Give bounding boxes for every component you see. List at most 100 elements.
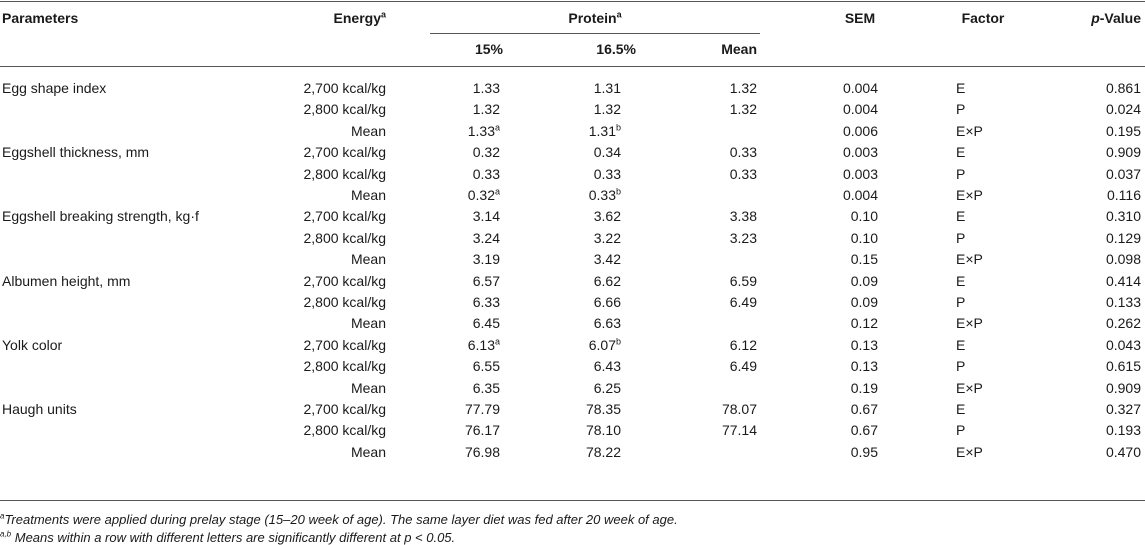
- row-factor: P: [956, 422, 966, 439]
- row-factor: E: [956, 401, 966, 417]
- header-mean: Mean: [721, 41, 757, 57]
- row-pvalue: 0.861: [1105, 80, 1141, 96]
- row-pvalue: 0.193: [1105, 422, 1141, 439]
- row-factor: P: [956, 101, 966, 118]
- protein-subrule: [430, 33, 760, 34]
- row-protein-15: 1.33: [472, 80, 500, 96]
- row-protein-mean: 0.33: [729, 144, 757, 161]
- top-rule: [0, 1, 1145, 2]
- row-energy: Mean: [350, 379, 386, 396]
- row-pvalue: 0.133: [1105, 294, 1141, 310]
- footnote-a: aTreatments were applied during prelay s…: [0, 511, 678, 527]
- row-protein-15: 0.32: [472, 144, 500, 161]
- row-protein-15: 1.32: [472, 101, 500, 118]
- row-factor: E×P: [956, 122, 983, 139]
- row-protein-15: 1.33a: [467, 122, 500, 139]
- row-protein-15: 6.55: [472, 358, 500, 375]
- row-protein-16-5: 0.34: [593, 144, 621, 161]
- header-15: 15%: [474, 41, 503, 57]
- row-energy: 2,700 kcal/kg: [303, 208, 387, 225]
- row-sem: 0.003: [842, 144, 878, 161]
- row-protein-mean: 77.14: [721, 422, 757, 439]
- row-pvalue: 0.129: [1105, 229, 1141, 246]
- row-pvalue: 0.116: [1107, 187, 1141, 203]
- row-protein-mean: 1.32: [729, 101, 757, 118]
- row-energy: 2,700 kcal/kg: [303, 336, 387, 353]
- row-protein-16-5: 3.22: [593, 229, 621, 246]
- row-energy: 2,800 kcal/kg: [303, 422, 387, 439]
- row-protein-16-5: 0.33: [593, 165, 621, 182]
- row-parameter: Haugh units: [2, 401, 77, 417]
- row-protein-15: 3.14: [472, 208, 500, 225]
- row-energy: 2,700 kcal/kg: [303, 144, 387, 161]
- row-sem: 0.67: [850, 401, 878, 417]
- row-protein-16-5: 0.33b: [588, 186, 621, 203]
- row-protein-15: 6.57: [472, 272, 500, 289]
- row-pvalue: 0.043: [1105, 336, 1141, 353]
- row-sem: 0.004: [842, 101, 878, 118]
- row-protein-16-5: 6.66: [593, 294, 621, 310]
- row-protein-16-5: 3.42: [593, 251, 621, 268]
- row-protein-15: 76.17: [464, 422, 500, 439]
- row-sem: 0.003: [842, 165, 878, 182]
- row-energy: 2,700 kcal/kg: [303, 401, 387, 417]
- row-protein-15: 0.32a: [467, 186, 500, 203]
- row-sem: 0.10: [850, 229, 878, 246]
- header-factor: Factor: [961, 10, 1005, 26]
- header-rule: [0, 66, 1145, 67]
- row-sem: 0.10: [850, 208, 878, 225]
- footnote-ab: a,b Means within a row with different le…: [0, 529, 456, 545]
- row-protein-mean: 6.59: [729, 272, 757, 289]
- row-pvalue: 0.615: [1105, 358, 1141, 375]
- row-protein-mean: 6.49: [729, 358, 757, 375]
- header-protein: Proteina: [568, 9, 622, 26]
- row-sem: 0.12: [850, 315, 878, 332]
- row-factor: E×P: [956, 187, 983, 203]
- row-pvalue: 0.262: [1105, 315, 1141, 332]
- row-protein-16-5: 3.62: [593, 208, 621, 225]
- row-factor: E: [956, 336, 966, 353]
- row-energy: Mean: [350, 187, 386, 203]
- row-energy: 2,700 kcal/kg: [303, 80, 387, 96]
- row-protein-16-5: 1.31b: [588, 122, 621, 139]
- row-protein-15: 3.19: [472, 251, 500, 268]
- row-sem: 0.13: [850, 358, 878, 375]
- row-pvalue: 0.327: [1105, 401, 1141, 417]
- header-pvalue: p-Value: [1091, 10, 1141, 26]
- row-sem: 0.13: [850, 336, 878, 353]
- row-energy: 2,700 kcal/kg: [303, 272, 387, 289]
- row-sem: 0.67: [850, 422, 878, 439]
- row-factor: E×P: [956, 251, 983, 268]
- row-energy: Mean: [350, 443, 386, 460]
- row-protein-16-5: 78.22: [585, 443, 621, 460]
- row-protein-16-5: 1.31: [593, 80, 621, 96]
- row-energy: Mean: [350, 315, 386, 332]
- row-factor: E×P: [956, 379, 983, 396]
- header-parameters: Parameters: [2, 10, 79, 26]
- row-protein-15: 6.13a: [467, 336, 500, 353]
- row-parameter: Albumen height, mm: [2, 272, 131, 289]
- row-energy: 2,800 kcal/kg: [303, 165, 387, 182]
- row-protein-mean: 0.33: [729, 165, 757, 182]
- row-sem: 0.004: [842, 80, 878, 96]
- row-factor: E: [956, 80, 966, 96]
- row-protein-15: 6.45: [472, 315, 500, 332]
- row-factor: E×P: [956, 315, 983, 332]
- row-parameter: Eggshell thickness, mm: [2, 144, 150, 161]
- row-protein-16-5: 78.10: [585, 422, 621, 439]
- row-protein-mean: 6.12: [729, 336, 757, 353]
- row-pvalue: 0.098: [1105, 251, 1141, 268]
- header-16-5: 16.5%: [596, 41, 636, 57]
- row-parameter: Egg shape index: [2, 80, 107, 96]
- row-protein-mean: 78.07: [721, 401, 757, 417]
- row-factor: P: [956, 358, 966, 375]
- row-sem: 0.004: [842, 187, 878, 203]
- row-factor: E: [956, 208, 966, 225]
- row-protein-15: 0.33: [472, 165, 500, 182]
- row-protein-15: 77.79: [464, 401, 500, 417]
- row-factor: E: [956, 144, 966, 161]
- header-energy: Energya: [333, 9, 386, 26]
- row-factor: P: [956, 294, 966, 310]
- row-protein-16-5: 6.62: [593, 272, 621, 289]
- row-pvalue: 0.414: [1105, 272, 1141, 289]
